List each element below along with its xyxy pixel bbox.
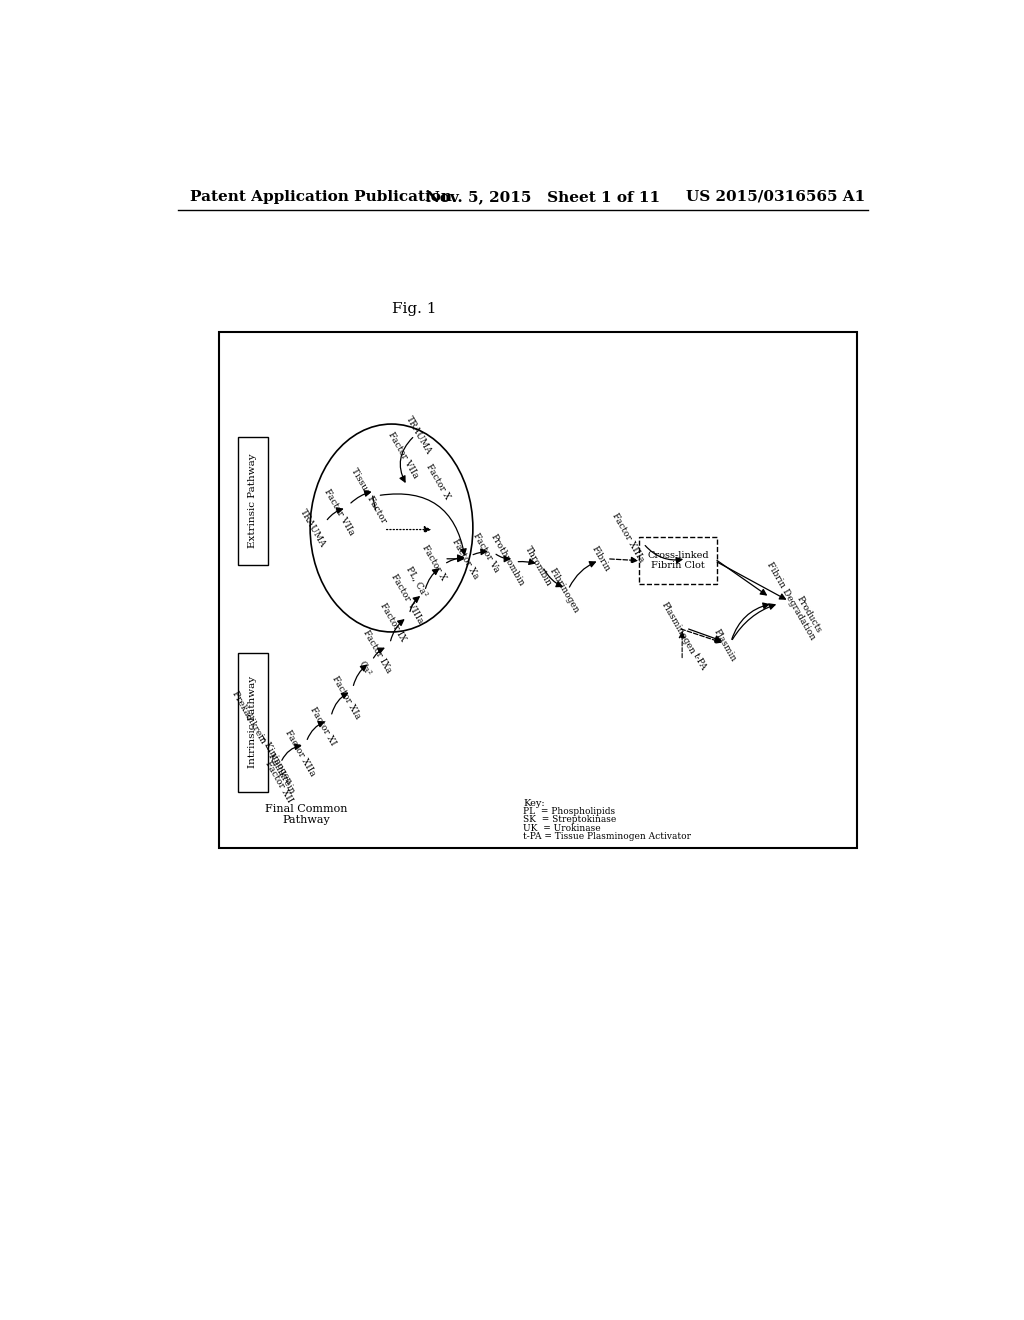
Text: Products: Products — [795, 594, 822, 635]
Text: US 2015/0316565 A1: US 2015/0316565 A1 — [686, 190, 865, 203]
Text: Plasminogen: Plasminogen — [659, 601, 697, 656]
Text: t-PA = Tissue Plasminogen Activator: t-PA = Tissue Plasminogen Activator — [523, 832, 691, 841]
Text: Factor XI: Factor XI — [308, 706, 338, 747]
FancyBboxPatch shape — [238, 653, 267, 792]
Text: Nov. 5, 2015   Sheet 1 of 11: Nov. 5, 2015 Sheet 1 of 11 — [426, 190, 660, 203]
Text: PL  = Phospholipids: PL = Phospholipids — [523, 807, 615, 816]
Text: → Kininogen: → Kininogen — [257, 733, 294, 785]
Text: Factor IX: Factor IX — [379, 601, 408, 643]
Text: Factor Va: Factor Va — [471, 532, 501, 574]
Text: Ca²: Ca² — [356, 659, 373, 677]
Text: Factor XIa: Factor XIa — [331, 675, 362, 721]
Text: Cross-linked
Fibrin Clot: Cross-linked Fibrin Clot — [647, 550, 709, 570]
Text: PL, Ca²: PL, Ca² — [403, 565, 429, 599]
Text: Factor X: Factor X — [424, 462, 452, 502]
FancyBboxPatch shape — [639, 537, 717, 585]
Text: Plasmin: Plasmin — [712, 627, 737, 663]
Text: Factor XIIa: Factor XIIa — [284, 729, 316, 777]
Text: Factor Xa: Factor Xa — [451, 537, 480, 581]
Text: UK  = Urokinase: UK = Urokinase — [523, 824, 601, 833]
Text: Fibrin Degradation: Fibrin Degradation — [766, 561, 817, 642]
Text: Extrinsic Pathway: Extrinsic Pathway — [248, 454, 257, 548]
Text: Final Common
Pathway: Final Common Pathway — [265, 804, 347, 825]
Text: Factor XII: Factor XII — [263, 760, 295, 804]
Text: Fibrin: Fibrin — [590, 544, 611, 573]
Bar — [219, 331, 856, 847]
Text: Fig. 1: Fig. 1 — [391, 301, 436, 315]
FancyBboxPatch shape — [238, 437, 267, 565]
Text: Patent Application Publication: Patent Application Publication — [190, 190, 452, 203]
Text: TRAUMA: TRAUMA — [404, 414, 433, 457]
Text: TRAUMA: TRAUMA — [298, 507, 327, 549]
Text: Prothrombin: Prothrombin — [489, 533, 526, 587]
Text: Factor VIIa: Factor VIIa — [386, 430, 420, 479]
Text: Factor VIIIa: Factor VIIIa — [389, 573, 425, 626]
Text: Prekallikrein → Kallikrein: Prekallikrein → Kallikrein — [230, 689, 297, 795]
Text: Factor IXa: Factor IXa — [361, 628, 393, 675]
Text: Factor X: Factor X — [421, 544, 447, 582]
Text: Key:: Key: — [523, 799, 545, 808]
Text: Thrombin: Thrombin — [523, 545, 554, 589]
Text: Factor XIIIa: Factor XIIIa — [610, 511, 645, 564]
Text: SK  = Streptokinase: SK = Streptokinase — [523, 816, 616, 824]
Text: Fibrinogen: Fibrinogen — [547, 568, 581, 615]
Text: Factor VIIa: Factor VIIa — [322, 488, 355, 537]
Text: t-PA: t-PA — [691, 652, 709, 672]
Text: Intrinsic Pathway: Intrinsic Pathway — [248, 676, 257, 768]
Text: Tissue Factor: Tissue Factor — [349, 466, 388, 525]
